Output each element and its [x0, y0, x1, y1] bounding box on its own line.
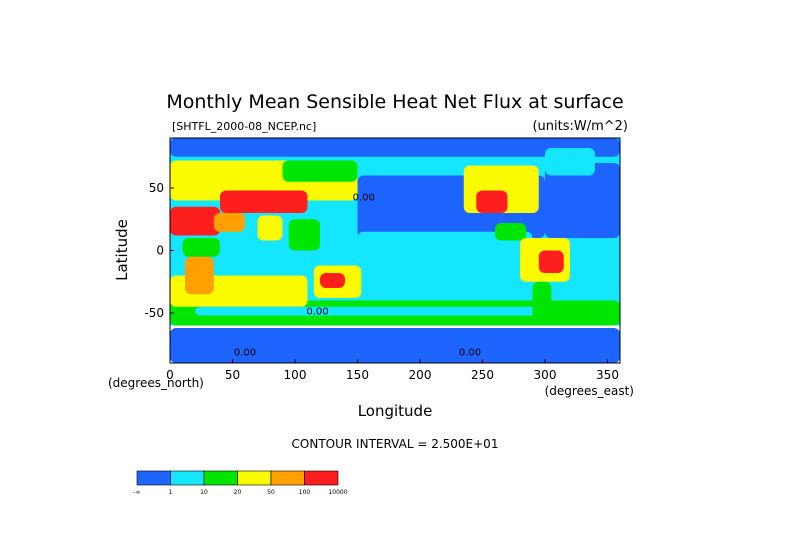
legend-swatch [203, 470, 238, 486]
legend-swatch [136, 470, 171, 486]
field-region-greenland [545, 148, 595, 176]
field-region-arabia [213, 213, 245, 232]
field-region-southern-ocean-mid [195, 306, 545, 316]
heat-flux-field [170, 138, 620, 363]
x-tick-label: 200 [409, 368, 432, 382]
x-tick-label: 250 [471, 368, 494, 382]
y-tick-label: 50 [149, 181, 164, 195]
field-region-central-america [495, 223, 527, 241]
source-file-label: [SHTFL_2000-08_NCEP.nc] [172, 120, 316, 133]
field-region-antarctica [170, 328, 620, 363]
chart-title: Monthly Mean Sensible Heat Net Flux at s… [166, 91, 623, 113]
x-tick-label: 300 [534, 368, 557, 382]
x-tick-label: 0 [166, 368, 174, 382]
field-region-north-america-hot [476, 190, 508, 213]
x-tick-label: 150 [346, 368, 369, 382]
field-region-australia-hot [320, 273, 345, 288]
x-tick-label: 350 [596, 368, 619, 382]
legend-swatch [270, 470, 305, 486]
contour-label: 0.00 [306, 306, 328, 317]
y-axis-ticks: 50 0 -50 [144, 181, 174, 320]
x-axis-unit-label: (degrees_east) [545, 384, 634, 398]
legend-label: 100 [299, 489, 311, 496]
legend-label: 10000 [328, 489, 347, 496]
x-tick-label: 50 [225, 368, 240, 382]
x-axis-label: Longitude [358, 402, 433, 420]
field-region-sahara [170, 206, 220, 236]
x-axis-ticks: 0 50 100 150 200 250 300 350 [166, 359, 619, 382]
contour-label: 0.00 [459, 348, 481, 359]
field-region-india [257, 215, 283, 241]
field-region-central-africa [182, 238, 220, 257]
legend-label: 1 [169, 489, 173, 496]
contour-interval-text: CONTOUR INTERVAL = 2.500E+01 [292, 437, 499, 451]
x-tick-label: 100 [284, 368, 307, 382]
legend-label: 50 [267, 489, 275, 496]
legend-swatch [170, 470, 205, 486]
y-axis-label: Latitude [113, 219, 131, 281]
legend-swatch [304, 470, 339, 486]
legend-label: 20 [234, 489, 242, 496]
y-tick-label: 0 [156, 244, 164, 258]
contour-labels: 0.00 0.00 0.00 0.00 [234, 193, 481, 359]
field-region-siberia [282, 160, 358, 182]
y-tick-label: -50 [144, 306, 164, 320]
field-region-central-asia-hot [220, 190, 308, 213]
color-legend: -∞ 1 10 20 50 100 10000 [133, 470, 348, 496]
units-label: (units:W/m^2) [532, 119, 628, 134]
field-region-tropical-pacific [357, 231, 533, 263]
field-region-south-america-hot [538, 250, 564, 273]
field-region-southern-africa [185, 256, 214, 295]
contour-label: 0.00 [234, 348, 256, 359]
field-region-se-asia [288, 219, 320, 251]
legend-swatch [237, 470, 272, 486]
field-region-arctic [170, 138, 620, 157]
legend-label: 10 [200, 489, 208, 496]
legend-label: -∞ [133, 489, 140, 496]
contour-label: 0.00 [353, 193, 375, 204]
field-region-north-atlantic [545, 163, 620, 238]
y-axis-unit-label: (degrees_north) [108, 376, 204, 390]
field-region-patagonia [532, 281, 552, 320]
